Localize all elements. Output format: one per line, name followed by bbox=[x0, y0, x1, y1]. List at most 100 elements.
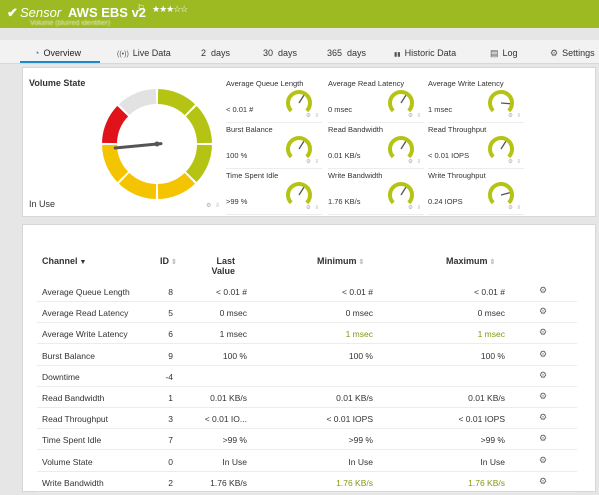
channel-gauge[interactable]: Burst Balance 100 % ⚙ ⇩ bbox=[226, 125, 322, 169]
table-row[interactable]: Time Spent Idle 7 >99 % >99 % >99 % ⚙ bbox=[37, 428, 577, 451]
channel-maximum: < 0.01 # bbox=[474, 287, 505, 297]
channel-last-value: < 0.01 IO... bbox=[204, 414, 247, 425]
col-header-last-value[interactable]: Last Value bbox=[203, 256, 235, 276]
channel-gauge[interactable]: Average Queue Length < 0.01 # ⚙ ⇩ bbox=[226, 79, 322, 123]
channel-gauge[interactable]: Average Read Latency 0 msec ⚙ ⇩ bbox=[328, 79, 424, 123]
table-row[interactable]: Downtime -4 ⚙ bbox=[37, 365, 577, 387]
channel-id: 3 bbox=[168, 414, 173, 425]
channel-maximum: 0.01 KB/s bbox=[468, 393, 505, 403]
gauge-label: Read Bandwidth bbox=[328, 125, 384, 134]
tab-overview[interactable]: ◔ Overview bbox=[34, 48, 81, 58]
mini-gauge bbox=[388, 136, 414, 159]
channel-settings-icon[interactable]: ⚙ bbox=[539, 285, 548, 295]
channel-settings-icon[interactable]: ⚙ bbox=[539, 348, 548, 359]
channel-id: 9 bbox=[168, 350, 173, 361]
mini-gauge-needle bbox=[500, 192, 510, 196]
mini-gauge-needle bbox=[400, 95, 407, 104]
volume-state-gauge[interactable] bbox=[101, 88, 213, 200]
col-header-id[interactable]: ID ⇕ bbox=[160, 256, 177, 266]
tab-2-days[interactable]: 2 days bbox=[201, 48, 230, 58]
donut-segment bbox=[157, 172, 196, 199]
channel-gauge[interactable]: Average Write Latency 1 msec ⚙ ⇩ bbox=[428, 79, 524, 123]
table-row[interactable]: Burst Balance 9 100 % 100 % 100 % ⚙ bbox=[37, 344, 577, 366]
channel-name[interactable]: Time Spent Idle bbox=[42, 435, 102, 446]
channel-maximum: 1.76 KB/s bbox=[468, 477, 505, 488]
flag-icon[interactable]: ⚐ bbox=[137, 3, 146, 13]
gauge-tools-icon[interactable]: ⚙ ⇩ bbox=[508, 159, 523, 165]
channel-name[interactable]: Burst Balance bbox=[42, 350, 95, 361]
tab-30-days[interactable]: 30 days bbox=[263, 48, 297, 58]
table-row[interactable]: Average Write Latency 6 1 msec 1 msec 1 msec… bbox=[37, 322, 577, 345]
mini-gauge bbox=[286, 182, 312, 205]
channel-gauge[interactable]: Write Throughput 0.24 IOPS ⚙ ⇩ bbox=[428, 171, 524, 215]
tab-log-label: Log bbox=[502, 48, 518, 58]
channel-name[interactable]: Downtime bbox=[42, 371, 80, 382]
channel-minimum: 0.01 KB/s bbox=[336, 393, 373, 403]
channel-maximum: 1 msec bbox=[477, 329, 505, 340]
gauge-tools-icon[interactable]: ⚙ ⇩ bbox=[306, 159, 321, 165]
channel-settings-icon[interactable]: ⚙ bbox=[539, 306, 548, 317]
gauge-tools-icon[interactable]: ⚙ ⇩ bbox=[508, 205, 523, 211]
tab-log[interactable]: ▤ Log bbox=[490, 48, 518, 59]
col-header-minimum[interactable]: Minimum ⇕ bbox=[317, 256, 364, 266]
volume-state-tools-icon[interactable]: ⚙ ⇩ bbox=[206, 203, 222, 209]
channel-name[interactable]: Average Read Latency bbox=[42, 308, 129, 319]
tab-settings[interactable]: ⚙ Settings bbox=[550, 48, 595, 59]
channel-id: 7 bbox=[168, 435, 173, 446]
gauge-tools-icon[interactable]: ⚙ ⇩ bbox=[508, 113, 523, 119]
channel-settings-icon[interactable]: ⚙ bbox=[539, 475, 548, 486]
gauge-tools-icon[interactable]: ⚙ ⇩ bbox=[306, 113, 321, 119]
channel-settings-icon[interactable]: ⚙ bbox=[539, 327, 548, 338]
col-header-channel[interactable]: Channel ▼ bbox=[42, 256, 86, 266]
overview-panel: Volume State In Use ⚙ ⇩ Average Queue Le… bbox=[22, 67, 596, 217]
channel-settings-icon[interactable]: ⚙ bbox=[539, 391, 548, 401]
table-row[interactable]: Read Bandwidth 1 0.01 KB/s 0.01 KB/s 0.01 KB… bbox=[37, 386, 577, 408]
mini-gauge-arc bbox=[286, 90, 312, 113]
channel-name[interactable]: Read Throughput bbox=[42, 414, 109, 425]
channel-gauge[interactable]: Write Bandwidth 1.76 KB/s ⚙ ⇩ bbox=[328, 171, 424, 215]
donut-segment bbox=[157, 89, 196, 116]
sort-down-icon: ▼ bbox=[79, 259, 87, 266]
channel-settings-icon[interactable]: ⚙ bbox=[539, 369, 548, 380]
channel-last-value: 100 % bbox=[222, 350, 247, 361]
tab-bar: ◔ Overview ((•)) Live Data 2 days 30 days … bbox=[0, 40, 599, 64]
channel-settings-icon[interactable]: ⚙ bbox=[539, 412, 548, 423]
channel-name[interactable]: Average Write Latency bbox=[42, 329, 128, 340]
channel-id: 8 bbox=[168, 287, 173, 297]
tab-365-days-label: 365 days bbox=[327, 48, 367, 58]
gauge-tools-icon[interactable]: ⚙ ⇩ bbox=[408, 113, 423, 119]
tab-historic-data[interactable]: ▮▮ Historic Data bbox=[394, 48, 456, 58]
gauge-tools-icon[interactable]: ⚙ ⇩ bbox=[306, 205, 321, 211]
priority-stars[interactable]: ★★★☆☆ bbox=[152, 4, 188, 14]
mini-gauge-needle bbox=[500, 141, 507, 150]
channel-gauge[interactable]: Time Spent Idle >99 % ⚙ ⇩ bbox=[226, 171, 322, 215]
sort-icon: ⇕ bbox=[358, 259, 365, 266]
gear-icon: ⚙ bbox=[550, 48, 559, 58]
gauge-tools-icon[interactable]: ⚙ ⇩ bbox=[408, 159, 423, 165]
channel-name[interactable]: Volume State bbox=[42, 456, 93, 467]
mini-gauge-needle bbox=[500, 102, 511, 105]
col-header-maximum[interactable]: Maximum ⇕ bbox=[446, 256, 495, 266]
table-row[interactable]: Read Throughput 3 < 0.01 IO... < 0.01 IOPS <… bbox=[37, 407, 577, 430]
tab-365-days[interactable]: 365 days bbox=[327, 48, 366, 58]
channel-name[interactable]: Average Queue Length bbox=[42, 287, 130, 297]
gauge-label: Write Bandwidth bbox=[328, 171, 383, 180]
tab-live-data[interactable]: ((•)) Live Data bbox=[117, 48, 171, 58]
table-row[interactable]: Write Bandwidth 2 1.76 KB/s 1.76 KB/s 1.76 K… bbox=[37, 471, 577, 493]
log-icon: ▤ bbox=[490, 48, 499, 58]
mini-gauge bbox=[286, 90, 312, 113]
channel-name[interactable]: Read Bandwidth bbox=[42, 393, 105, 403]
channel-settings-icon[interactable]: ⚙ bbox=[539, 454, 548, 465]
channel-last-value: < 0.01 # bbox=[216, 287, 247, 297]
table-row[interactable]: Average Queue Length 8 < 0.01 # < 0.01 # < 0… bbox=[37, 280, 577, 302]
channel-settings-icon[interactable]: ⚙ bbox=[539, 433, 548, 444]
mini-gauge-needle bbox=[298, 95, 305, 104]
channel-maximum: >99 % bbox=[480, 435, 505, 446]
table-row[interactable]: Average Read Latency 5 0 msec 0 msec 0 msec ⚙ bbox=[37, 301, 577, 324]
channel-name[interactable]: Write Bandwidth bbox=[42, 477, 104, 488]
donut-segment bbox=[118, 172, 157, 199]
table-row[interactable]: Volume State 0 In Use In Use In Use ⚙ bbox=[37, 450, 577, 472]
channel-gauge[interactable]: Read Bandwidth 0.01 KB/s ⚙ ⇩ bbox=[328, 125, 424, 169]
channel-gauge[interactable]: Read Throughput < 0.01 IOPS ⚙ ⇩ bbox=[428, 125, 524, 169]
gauge-tools-icon[interactable]: ⚙ ⇩ bbox=[408, 205, 423, 211]
